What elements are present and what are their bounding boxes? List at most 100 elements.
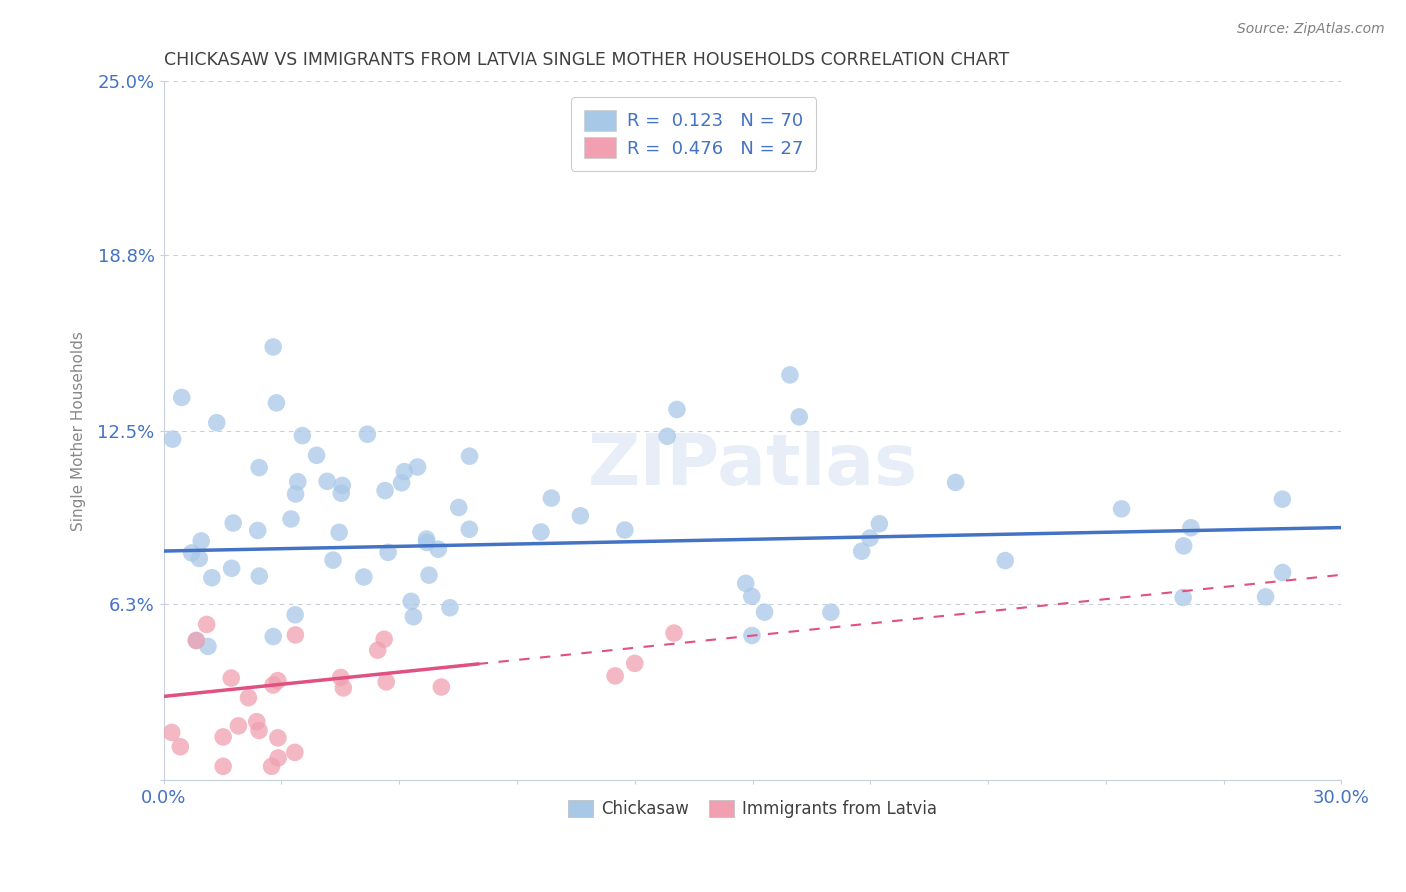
Point [186,633,208,648]
Point [1271,492,1294,507]
Legend: Chickasaw, Immigrants from Latvia: Chickasaw, Immigrants from Latvia [561,793,943,824]
Point [994,553,1017,567]
Point [375,674,398,689]
Point [1271,566,1294,580]
Point [328,525,350,540]
Point [447,500,470,515]
Point [197,640,219,654]
Point [330,478,353,492]
Point [665,402,688,417]
Point [427,542,450,557]
Point [247,723,270,738]
Point [779,368,801,382]
Point [367,643,389,657]
Point [329,670,352,684]
Point [246,714,269,729]
Point [280,512,302,526]
Point [262,340,284,354]
Point [267,731,290,745]
Point [741,590,763,604]
Point [162,432,184,446]
Point [262,678,284,692]
Point [322,553,344,567]
Point [754,605,776,619]
Point [287,475,309,489]
Point [228,719,250,733]
Point [1171,591,1194,605]
Point [316,475,339,489]
Point [1180,521,1202,535]
Point [820,605,842,619]
Point [267,673,290,688]
Point [418,568,440,582]
Point [1254,590,1277,604]
Point [394,465,416,479]
Point [195,617,218,632]
Point [399,594,422,608]
Point [212,759,235,773]
Point [247,569,270,583]
Point [247,460,270,475]
Point [188,551,211,566]
Point [530,524,553,539]
Point [205,416,228,430]
Point [430,680,453,694]
Point [406,460,429,475]
Point [260,759,283,773]
Point [439,600,461,615]
Point [613,523,636,537]
Point [222,516,245,530]
Text: Source: ZipAtlas.com: Source: ZipAtlas.com [1237,22,1385,37]
Point [221,561,243,575]
Point [246,524,269,538]
Point [416,535,439,549]
Point [180,546,202,560]
Point [238,690,260,705]
Point [402,609,425,624]
Text: ZIPatlas: ZIPatlas [588,431,918,500]
Point [1111,501,1133,516]
Point [374,483,396,498]
Point [741,628,763,642]
Point [332,681,354,695]
Point [190,533,212,548]
Point [284,628,307,642]
Point [284,607,307,622]
Point [377,545,399,559]
Point [540,491,562,505]
Point [458,522,481,536]
Point [605,669,627,683]
Point [458,449,481,463]
Point [219,671,242,685]
Point [945,475,967,490]
Point [262,630,284,644]
Point [201,571,224,585]
Point [868,516,890,531]
Point [373,632,395,647]
Point [662,626,685,640]
Point [657,429,679,443]
Point [305,448,328,462]
Point [330,486,353,500]
Point [356,427,378,442]
Point [291,428,314,442]
Point [851,544,873,558]
Point [267,751,290,765]
Point [734,576,756,591]
Point [284,487,307,501]
Point [1173,539,1195,553]
Point [284,745,307,759]
Point [623,657,645,671]
Y-axis label: Single Mother Households: Single Mother Households [72,331,86,531]
Point [391,475,413,490]
Point [859,531,882,545]
Point [212,730,235,744]
Point [169,739,191,754]
Point [569,508,592,523]
Text: CHICKASAW VS IMMIGRANTS FROM LATVIA SINGLE MOTHER HOUSEHOLDS CORRELATION CHART: CHICKASAW VS IMMIGRANTS FROM LATVIA SING… [163,51,1010,69]
Point [160,725,183,739]
Point [353,570,375,584]
Point [266,396,288,410]
Point [170,391,193,405]
Point [186,633,208,648]
